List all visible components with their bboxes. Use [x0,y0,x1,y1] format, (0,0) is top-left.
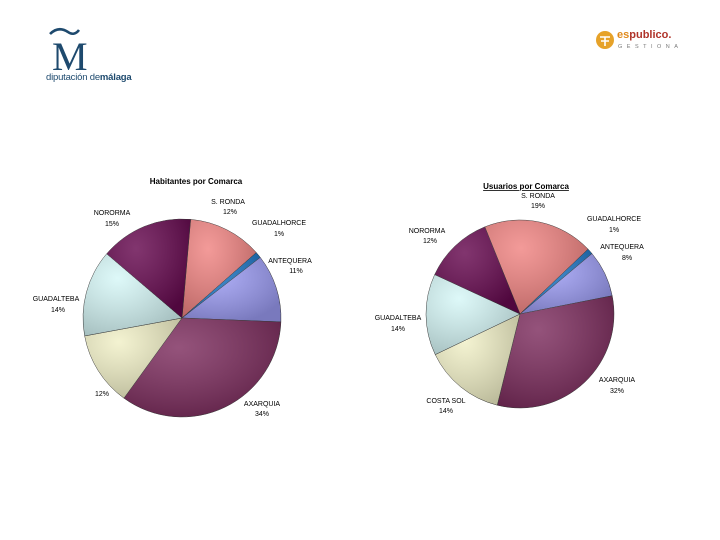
chart1-slice-shade [182,252,261,318]
chart2-pct-antequera: 8% [622,255,632,262]
chart1-slice-shade [182,219,257,318]
chart1-slice-shade [84,318,182,399]
logo-letter: M [52,34,88,72]
chart2-slice-shade [426,274,520,355]
chart1-label-axarquia: AXARQUIA [244,401,281,408]
espublico-brand: espublico. [617,29,672,41]
chart1-slices [82,218,282,418]
espublico-logo: espublico. GESTIONA [595,29,695,59]
chart1-pct-guadalteba: 14% [51,307,65,314]
chart1-pct-antequera: 11% [289,268,303,275]
chart1-slice-shade [182,257,281,322]
chart2-label-antequera: ANTEQUERA [600,244,644,251]
chart-habitantes: Habitantes por Comarca S. RONDA 12% GUAD… [33,177,312,418]
espublico-subtitle: GESTIONA [618,44,683,50]
chart1-pct-axarquia: 34% [255,411,269,418]
chart2-label-guadalhorce: GUADALHORCE [587,216,641,223]
chart1-label-nororma: NORORMA [94,210,131,217]
chart2-slice-shade [434,226,520,314]
chart2-label-guadalteba: GUADALTEBA [375,315,422,322]
chart2-slice-shade [497,295,614,408]
chart1-label-antequera: ANTEQUERA [268,258,312,265]
chart2-pct-nororma: 12% [423,238,437,245]
m-logo-icon: M [49,27,88,79]
espublico-emblem-icon [596,31,614,49]
chart2-pct-costasol: 14% [439,408,453,415]
chart2-slice-shade [520,249,593,314]
chart1-pct-costasol: 12% [95,391,109,398]
chart1-pct-ronda: 12% [223,209,237,216]
chart2-slice-shade [435,314,520,406]
chart2-pct-ronda: 19% [531,203,545,210]
chart1-title: Habitantes por Comarca [150,177,243,186]
chart2-pct-guadalhorce: 1% [609,227,619,234]
chart2-label-costasol: COSTA SOL [426,398,465,405]
chart2-label-nororma: NORORMA [409,228,446,235]
diputacion-malaga-logo: M diputación demálaga [46,26,146,86]
chart1-pct-guadalhorce: 1% [274,231,284,238]
chart1-slice-shade [83,253,182,336]
chart1-label-guadalhorce: GUADALHORCE [252,220,306,227]
chart2-pct-axarquia: 32% [610,388,624,395]
chart2-slice-shade [520,253,613,314]
chart1-slice-shade [106,218,191,318]
chart2-label-axarquia: AXARQUIA [599,377,636,384]
chart1-label-guadalteba: GUADALTEBA [33,296,80,303]
chart2-label-ronda: S. RONDA [521,193,555,200]
chart2-pct-guadalteba: 14% [391,326,405,333]
logo-tagline: diputación demálaga [46,72,132,83]
chart2-title: Usuarios por Comarca [483,182,569,191]
chart-usuarios: Usuarios por Comarca S. RONDA 19% GUADAL… [375,182,644,415]
chart1-pct-nororma: 15% [105,221,119,228]
chart2-slices [425,219,615,409]
chart1-slice-shade [123,318,281,417]
chart1-label-ronda: S. RONDA [211,199,245,206]
